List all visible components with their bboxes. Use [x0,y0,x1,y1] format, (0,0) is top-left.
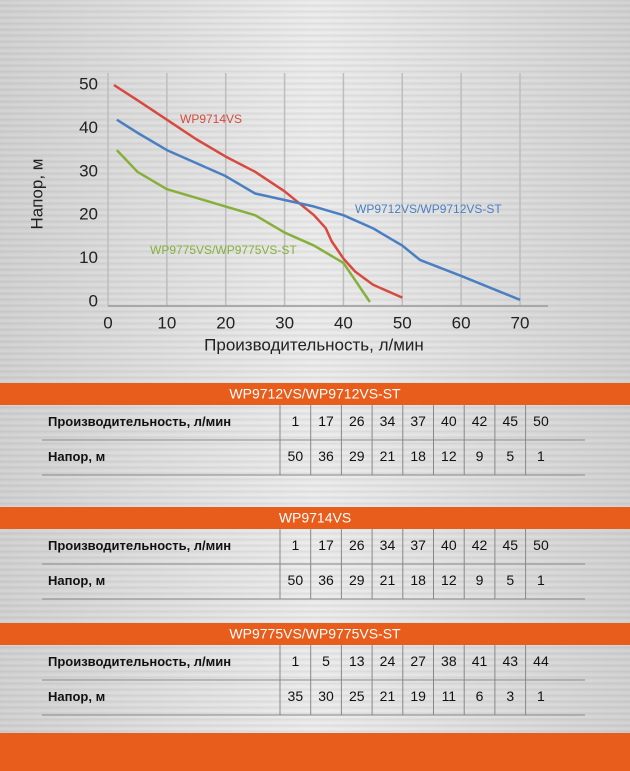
cell: 5 [322,653,330,669]
cell: 50 [288,448,304,464]
cell: 1 [537,448,545,464]
table-header-bar [0,507,630,529]
cell: 34 [380,537,396,553]
row-label: Производительность, л/мин [48,538,231,553]
x-tick-label: 60 [452,313,471,332]
y-tick-label: 10 [79,248,98,267]
cell: 5 [506,572,514,588]
cell: 18 [410,448,426,464]
y-tick-label: 30 [79,161,98,180]
cell: 50 [533,537,549,553]
cell: 12 [441,572,457,588]
cell: 40 [441,537,457,553]
cell: 42 [472,537,488,553]
cell: 40 [441,413,457,429]
cell: 30 [318,688,334,704]
cell: 27 [410,653,426,669]
cell: 5 [506,448,514,464]
cell: 29 [349,448,365,464]
cell: 38 [441,653,457,669]
series-label: WP9714VS [180,112,242,126]
cell: 21 [380,688,396,704]
cell: 45 [502,537,518,553]
table-title: WP9775VS/WP9775VS-ST [229,626,401,642]
x-tick-label: 0 [103,313,112,332]
cell: 34 [380,413,396,429]
cell: 43 [502,653,518,669]
series-line [115,149,371,303]
cell: 9 [476,572,484,588]
cell: 24 [380,653,396,669]
x-tick-label: 50 [393,313,412,332]
row-label: Производительность, л/мин [48,654,231,669]
cell: 18 [410,572,426,588]
x-tick-label: 20 [216,313,235,332]
row-label: Напор, м [48,449,105,464]
cell: 26 [349,537,365,553]
cell: 1 [291,413,299,429]
x-tick-label: 40 [334,313,353,332]
cell: 17 [318,413,334,429]
cell: 1 [291,537,299,553]
table-title: WP9712VS/WP9712VS-ST [229,386,401,402]
cell: 45 [502,413,518,429]
x-tick-label: 70 [511,313,530,332]
x-tick-label: 10 [157,313,176,332]
x-tick-label: 30 [275,313,294,332]
cell: 13 [349,653,365,669]
cell: 9 [476,448,484,464]
row-label: Напор, м [48,689,105,704]
cell: 50 [533,413,549,429]
cell: 1 [537,688,545,704]
cell: 21 [380,448,396,464]
cell: 35 [288,688,304,704]
y-tick-label: 50 [79,74,98,93]
cell: 12 [441,448,457,464]
cell: 37 [410,413,426,429]
series-line [113,83,403,299]
footer-bar [0,733,630,771]
cell: 17 [318,537,334,553]
x-axis-label: Производительность, л/мин [204,335,424,354]
cell: 25 [349,688,365,704]
cell: 37 [410,537,426,553]
y-tick-label: 20 [79,205,98,224]
table-title: WP9714VS [279,510,351,526]
y-tick-label: 0 [89,291,98,310]
cell: 41 [472,653,488,669]
cell: 6 [476,688,484,704]
row-label: Производительность, л/мин [48,414,231,429]
y-tick-label: 40 [79,118,98,137]
series-label: WP9712VS/WP9712VS-ST [355,202,502,216]
y-axis-label: Напор, м [27,159,46,230]
cell: 44 [533,653,549,669]
row-label: Напор, м [48,573,105,588]
series-line [116,118,521,301]
table-header-bar [0,383,630,405]
cell: 3 [506,688,514,704]
table-header-bar [0,623,630,645]
cell: 50 [288,572,304,588]
cell: 36 [318,572,334,588]
cell: 11 [442,688,457,704]
cell: 36 [318,448,334,464]
series-label: WP9775VS/WP9775VS-ST [150,243,297,257]
cell: 21 [380,572,396,588]
cell: 29 [349,572,365,588]
cell: 1 [537,572,545,588]
cell: 42 [472,413,488,429]
cell: 19 [410,688,426,704]
cell: 26 [349,413,365,429]
cell: 1 [291,653,299,669]
